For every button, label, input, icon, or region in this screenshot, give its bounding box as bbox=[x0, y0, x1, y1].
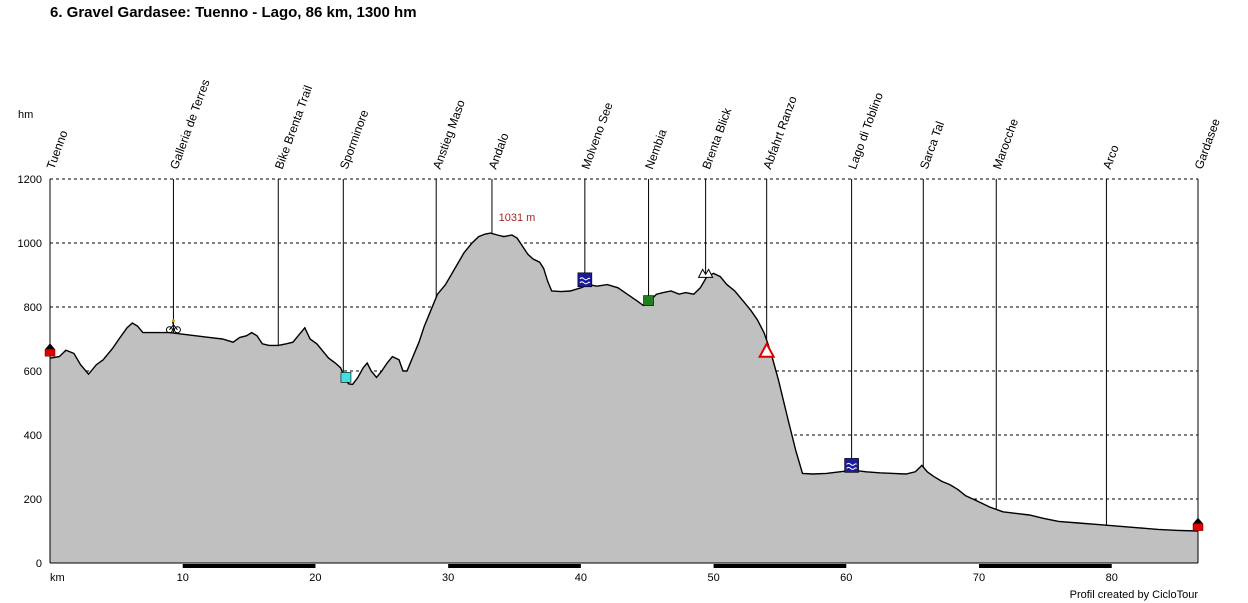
y-tick-label: 400 bbox=[24, 430, 42, 442]
x-tick-label: 50 bbox=[707, 572, 719, 584]
km-scale-bar bbox=[713, 564, 847, 568]
waypoint-label: Galleria de Terres bbox=[167, 77, 212, 171]
gridlines bbox=[50, 178, 1198, 500]
axes: 0 200 400 600 800 1000 1200 hm km 10 20 30 40 50 60 70 8… bbox=[18, 109, 1199, 584]
waypoint-label: Abfahrt Ranzo bbox=[760, 94, 800, 171]
waypoint-label: Sarca Tal bbox=[917, 119, 947, 171]
y-axis-label: hm bbox=[18, 109, 33, 121]
km-scale-bars bbox=[182, 564, 1112, 568]
profile-area bbox=[49, 232, 1199, 563]
y-tick-label: 1000 bbox=[18, 238, 42, 250]
blue-lake-icon bbox=[844, 458, 859, 473]
km-scale-bar bbox=[448, 564, 581, 568]
y-tick-label: 800 bbox=[24, 302, 42, 314]
waypoint-label: Lago di Toblino bbox=[845, 90, 886, 171]
profile-fill bbox=[50, 233, 1198, 563]
waypoint-label: Brenta Blick bbox=[699, 105, 734, 171]
peak-label: 1031 m bbox=[499, 212, 536, 224]
warning-triangle-icon bbox=[757, 341, 776, 358]
y-tick-label: 0 bbox=[36, 558, 42, 570]
x-tick-label: 40 bbox=[575, 572, 587, 584]
x-tick-label: 10 bbox=[177, 572, 189, 584]
waypoint-label: Nembia bbox=[642, 127, 669, 171]
waypoint-label: Marocche bbox=[990, 116, 1021, 171]
labels: Tuenno Galleria de Terres Bike Brenta Trai… bbox=[44, 77, 1223, 224]
waypoint-label: Anstieg Maso bbox=[430, 98, 468, 171]
cyan-marker-icon bbox=[340, 372, 352, 383]
x-tick-label: 60 bbox=[840, 572, 852, 584]
chart-title: 6. Gravel Gardasee: Tuenno - Lago, 86 km… bbox=[50, 4, 417, 21]
waypoint-label: Sporminore bbox=[337, 108, 371, 171]
km-scale-bar bbox=[182, 564, 316, 568]
blue-lake-icon bbox=[577, 272, 593, 288]
green-marker-icon bbox=[643, 295, 654, 306]
waypoint-label: Gardasee bbox=[1192, 116, 1223, 171]
bicycle-icon bbox=[165, 319, 181, 334]
y-tick-label: 600 bbox=[24, 366, 42, 378]
waypoint-label: Tuenno bbox=[44, 128, 71, 171]
x-axis-label: km bbox=[50, 572, 65, 584]
credit-text: Profil created by CicloTour bbox=[1069, 589, 1198, 601]
waypoint-label: Andalo bbox=[486, 131, 512, 171]
mountain-view-icon bbox=[697, 268, 714, 278]
red-finish-flag-icon bbox=[1192, 517, 1204, 531]
x-tick-label: 30 bbox=[442, 572, 454, 584]
markers bbox=[44, 268, 1204, 531]
profile-line bbox=[49, 232, 1199, 532]
x-tick-label: 70 bbox=[973, 572, 985, 584]
x-tick-label: 80 bbox=[1106, 572, 1118, 584]
red-start-flag-icon bbox=[44, 343, 56, 357]
x-tick-label: 20 bbox=[309, 572, 321, 584]
km-scale-bar bbox=[979, 564, 1112, 568]
y-tick-label: 1200 bbox=[18, 174, 42, 186]
waypoint-label: Arco bbox=[1100, 143, 1122, 171]
waypoint-label: Molveno See bbox=[579, 100, 616, 171]
y-tick-label: 200 bbox=[24, 494, 42, 506]
waypoint-label: Bike Brenta Trail bbox=[272, 84, 315, 172]
